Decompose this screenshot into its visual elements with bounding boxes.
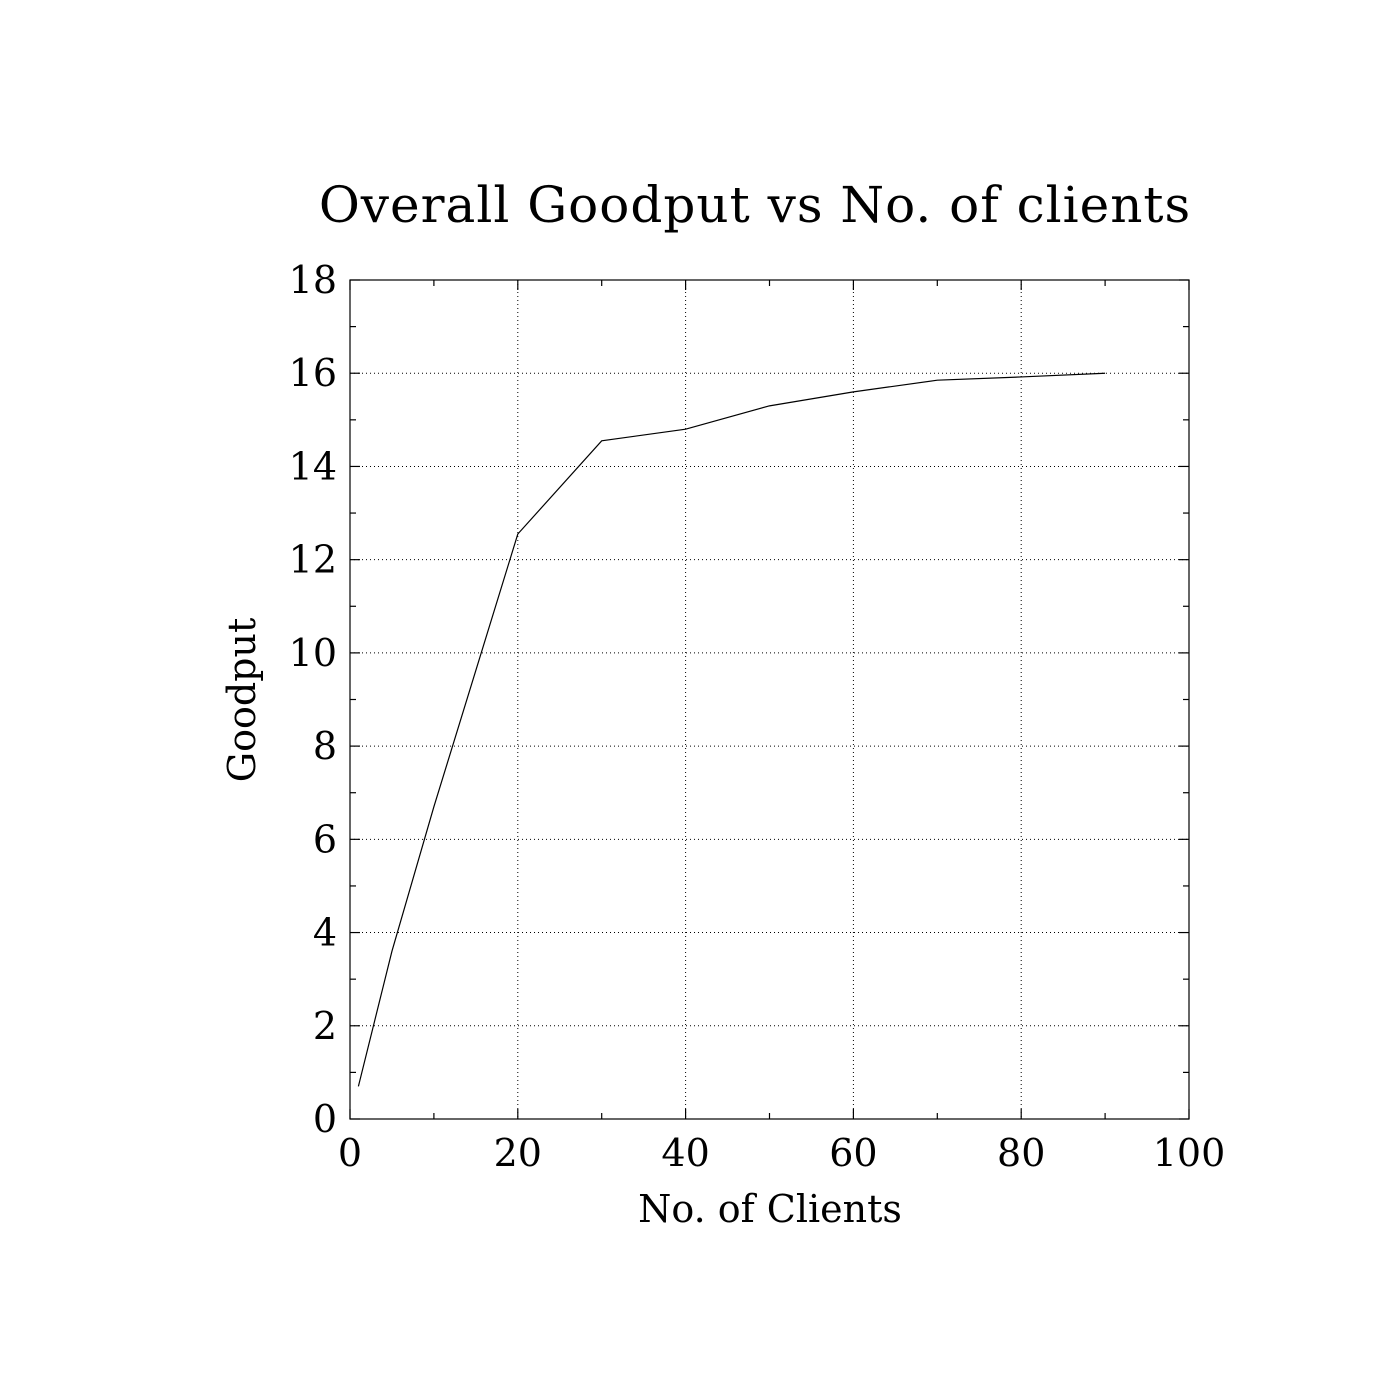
y-tick-label: 18 bbox=[289, 258, 337, 302]
y-tick-label: 16 bbox=[289, 351, 337, 395]
x-tick-label: 40 bbox=[661, 1131, 709, 1175]
x-tick-label: 20 bbox=[494, 1131, 542, 1175]
x-tick-label: 0 bbox=[338, 1131, 362, 1175]
y-tick-label: 0 bbox=[313, 1097, 337, 1141]
y-tick-label: 14 bbox=[289, 444, 337, 488]
x-tick-labels: 0 20 40 60 80 100 bbox=[338, 1131, 1225, 1175]
y-tick-label: 10 bbox=[289, 631, 337, 675]
y-tick-labels: 0 2 4 6 8 10 12 14 16 18 bbox=[289, 258, 337, 1141]
plot-frame bbox=[349, 279, 1190, 1120]
x-tick-label: 60 bbox=[829, 1131, 877, 1175]
chart-title: Overall Goodput vs No. of clients bbox=[319, 176, 1191, 234]
x-tick-label: 80 bbox=[997, 1131, 1045, 1175]
y-tick-label: 4 bbox=[313, 911, 337, 955]
series-line bbox=[357, 372, 1106, 1087]
y-axis-label: Goodput bbox=[220, 618, 264, 783]
x-axis-label: No. of Clients bbox=[638, 1187, 902, 1231]
y-tick-label: 8 bbox=[313, 724, 337, 768]
series-layer bbox=[357, 372, 1106, 1087]
y-tick-label: 6 bbox=[313, 817, 337, 861]
y-tick-label: 2 bbox=[313, 1004, 337, 1048]
x-tick-label: 100 bbox=[1153, 1131, 1226, 1175]
y-tick-label: 12 bbox=[289, 538, 337, 582]
